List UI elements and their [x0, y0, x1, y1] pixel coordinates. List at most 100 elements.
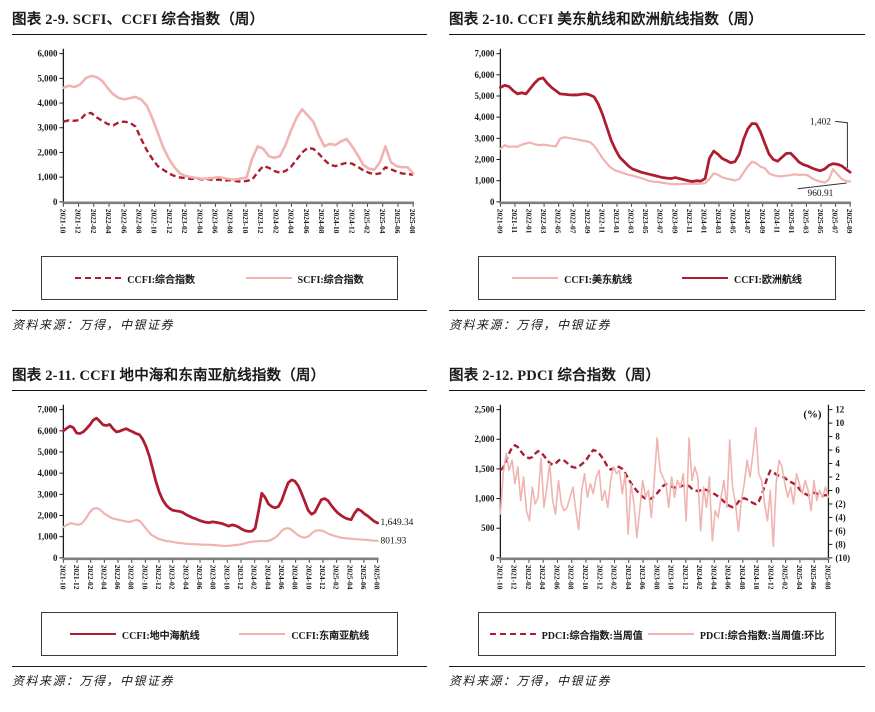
legend-box: CCFI:综合指数 SCFI:综合指数 — [41, 256, 398, 300]
svg-text:2025-09: 2025-09 — [845, 209, 854, 234]
svg-text:2,000: 2,000 — [474, 154, 495, 164]
svg-text:2022-06: 2022-06 — [552, 565, 561, 590]
svg-text:2022-12: 2022-12 — [165, 209, 174, 234]
chart-title: 图表 2-12. PDCI 综合指数（周） — [449, 361, 865, 391]
svg-text:2024-06: 2024-06 — [724, 565, 733, 590]
svg-text:7,000: 7,000 — [474, 49, 495, 59]
svg-text:801.93: 801.93 — [381, 536, 407, 546]
svg-text:10: 10 — [835, 418, 844, 428]
svg-text:2023-05: 2023-05 — [641, 209, 650, 234]
svg-text:2024-08: 2024-08 — [738, 565, 747, 590]
legend-item: PDCI:综合指数:当周值:环比 — [647, 627, 825, 642]
line-chart-ccfi-med-seasia: 0 1,000 2,000 3,000 4,000 5,000 6,000 7,000 2021… — [37, 405, 413, 590]
legend-label: PDCI:综合指数:当周值:环比 — [699, 630, 825, 642]
svg-text:2024-11: 2024-11 — [772, 209, 781, 234]
line-chart-scfi-ccfi: 0 1,000 2,000 3,000 4,000 5,000 6,000 2021-10 20… — [37, 49, 417, 234]
legend-box: CCFI:地中海航线 CCFI:东南亚航线 — [41, 612, 398, 656]
svg-text:(2): (2) — [835, 499, 845, 509]
svg-text:2023-11: 2023-11 — [685, 209, 694, 234]
panel-ccfi-med-seasia: 图表 2-11. CCFI 地中海和东南亚航线指数（周） 0 1,000 2,000… — [0, 356, 437, 712]
svg-text:2024-02: 2024-02 — [250, 565, 259, 590]
svg-text:2,000: 2,000 — [474, 434, 495, 444]
svg-text:4,000: 4,000 — [37, 468, 58, 478]
svg-text:2025-08: 2025-08 — [823, 565, 832, 590]
svg-text:2025-07: 2025-07 — [831, 209, 840, 234]
svg-text:2021-12: 2021-12 — [510, 565, 519, 590]
svg-text:5,000: 5,000 — [37, 73, 58, 83]
svg-text:2022-08: 2022-08 — [134, 209, 143, 234]
svg-text:2024-05: 2024-05 — [729, 209, 738, 234]
svg-text:0: 0 — [490, 553, 495, 563]
svg-text:2021-12: 2021-12 — [72, 565, 81, 590]
legend-line-sample — [239, 633, 286, 635]
source-block: 资料来源：万得，中银证券 — [449, 666, 865, 689]
svg-text:2023-12: 2023-12 — [236, 565, 245, 590]
svg-text:2025-05: 2025-05 — [816, 209, 825, 234]
svg-text:(10): (10) — [835, 553, 850, 563]
svg-text:2024-08: 2024-08 — [291, 565, 300, 590]
svg-text:2: 2 — [835, 472, 840, 482]
svg-text:2022-12: 2022-12 — [154, 565, 163, 590]
svg-text:2023-06: 2023-06 — [638, 565, 647, 590]
legend-label: SCFI:综合指数 — [297, 274, 364, 286]
svg-text:2023-04: 2023-04 — [195, 209, 204, 234]
svg-text:(6): (6) — [835, 526, 845, 536]
svg-text:2023-02: 2023-02 — [610, 565, 619, 590]
svg-text:2023-10: 2023-10 — [222, 565, 231, 590]
svg-text:2024-12: 2024-12 — [318, 565, 327, 590]
svg-text:2,000: 2,000 — [37, 147, 58, 157]
svg-text:2025-04: 2025-04 — [795, 565, 804, 590]
svg-text:2022-08: 2022-08 — [567, 565, 576, 590]
legend-label: CCFI:欧洲航线 — [734, 274, 802, 286]
svg-text:2023-04: 2023-04 — [624, 565, 633, 590]
svg-text:2022-04: 2022-04 — [538, 565, 547, 590]
svg-text:1,000: 1,000 — [474, 494, 495, 504]
svg-text:2025-06: 2025-06 — [359, 565, 368, 590]
svg-text:2024-10: 2024-10 — [752, 565, 761, 590]
svg-text:5,000: 5,000 — [37, 447, 58, 457]
legend-label: CCFI:东南亚航线 — [291, 630, 370, 642]
svg-text:6,000: 6,000 — [474, 70, 495, 80]
legend-label: CCFI:美东航线 — [564, 274, 632, 286]
svg-text:2024-04: 2024-04 — [263, 565, 272, 590]
svg-text:2023-10: 2023-10 — [241, 209, 250, 234]
source-block: 资料来源：万得，中银证券 — [12, 666, 427, 689]
svg-text:2023-08: 2023-08 — [209, 565, 218, 590]
svg-text:2022-04: 2022-04 — [104, 209, 113, 234]
svg-text:2022-11: 2022-11 — [597, 209, 606, 234]
svg-text:5,000: 5,000 — [474, 91, 495, 101]
svg-text:2025-02: 2025-02 — [332, 565, 341, 590]
svg-text:(4): (4) — [835, 512, 845, 522]
svg-text:1,402: 1,402 — [810, 117, 831, 127]
svg-text:3,000: 3,000 — [474, 133, 495, 143]
svg-text:2023-10: 2023-10 — [667, 565, 676, 590]
svg-text:6: 6 — [835, 445, 840, 455]
svg-text:2024-01: 2024-01 — [699, 209, 708, 234]
svg-text:2024-10: 2024-10 — [304, 565, 313, 590]
svg-text:2024-09: 2024-09 — [758, 209, 767, 234]
svg-text:2023-12: 2023-12 — [256, 209, 265, 234]
svg-text:2024-04: 2024-04 — [709, 565, 718, 590]
legend-line-sample — [682, 277, 729, 279]
legend-line-sample — [647, 633, 694, 635]
svg-text:2024-12: 2024-12 — [766, 565, 775, 590]
chart-title: 图表 2-10. CCFI 美东航线和欧洲航线指数（周） — [449, 5, 865, 35]
svg-text:(8): (8) — [835, 539, 845, 549]
svg-text:0: 0 — [53, 197, 58, 207]
svg-text:2025-03: 2025-03 — [801, 209, 810, 234]
svg-text:3,000: 3,000 — [37, 489, 58, 499]
panel-pdci: 图表 2-12. PDCI 综合指数（周） 0 500 1,000 1,500 2,00… — [437, 356, 875, 712]
svg-text:2021-11: 2021-11 — [510, 209, 519, 234]
legend-item: CCFI:东南亚航线 — [239, 627, 369, 642]
legend-item: CCFI:地中海航线 — [69, 627, 200, 642]
svg-text:0: 0 — [835, 485, 840, 495]
svg-text:2021-10: 2021-10 — [58, 209, 67, 234]
svg-text:2021-10: 2021-10 — [495, 565, 504, 590]
svg-text:2024-02: 2024-02 — [695, 565, 704, 590]
svg-text:2023-01: 2023-01 — [612, 209, 621, 234]
svg-text:2023-06: 2023-06 — [195, 565, 204, 590]
svg-text:4: 4 — [835, 459, 840, 469]
svg-text:2022-05: 2022-05 — [554, 209, 563, 234]
svg-text:2025-02: 2025-02 — [781, 565, 790, 590]
